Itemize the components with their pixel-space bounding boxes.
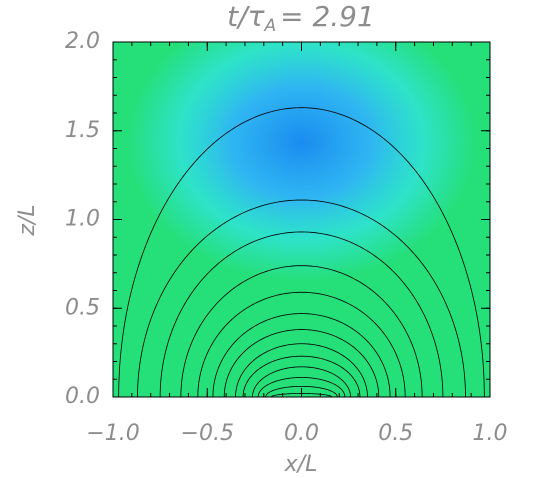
x-tick-label: −0.5 (181, 421, 234, 446)
y-tick-label: 1.0 (65, 207, 100, 232)
heatmap-blob (126, 42, 477, 282)
x-tick-label: 1.0 (473, 421, 508, 446)
title-subscript: A (263, 16, 276, 36)
contour-line (257, 377, 346, 397)
contour-line (212, 313, 391, 397)
title-text: t/τ (227, 0, 264, 33)
y-tick-label: 0.5 (65, 295, 100, 320)
contour-line (197, 291, 406, 397)
contour-line (223, 329, 380, 397)
x-tick-label: 0.0 (284, 421, 319, 446)
contour-line (137, 199, 466, 397)
title-suffix: = 2.91 (280, 0, 375, 33)
y-tick-label: 1.5 (65, 118, 100, 143)
chart-title: t/τA = 2.91 (227, 0, 375, 36)
contour-line (118, 107, 485, 397)
y-tick-label: 0.0 (65, 384, 100, 409)
contour-line (252, 366, 351, 397)
contour-line (242, 355, 361, 397)
plot-area (113, 42, 490, 397)
x-axis-label: x/L (284, 452, 318, 477)
x-tick-label: 0.5 (378, 421, 413, 446)
y-tick-label: 2.0 (65, 29, 100, 54)
contour-line (159, 231, 444, 397)
contour-line (180, 265, 423, 397)
x-tick-label: −1.0 (86, 421, 139, 446)
y-axis-label: z/L (15, 204, 40, 236)
contour-line (235, 343, 368, 397)
contour-line (265, 385, 338, 397)
